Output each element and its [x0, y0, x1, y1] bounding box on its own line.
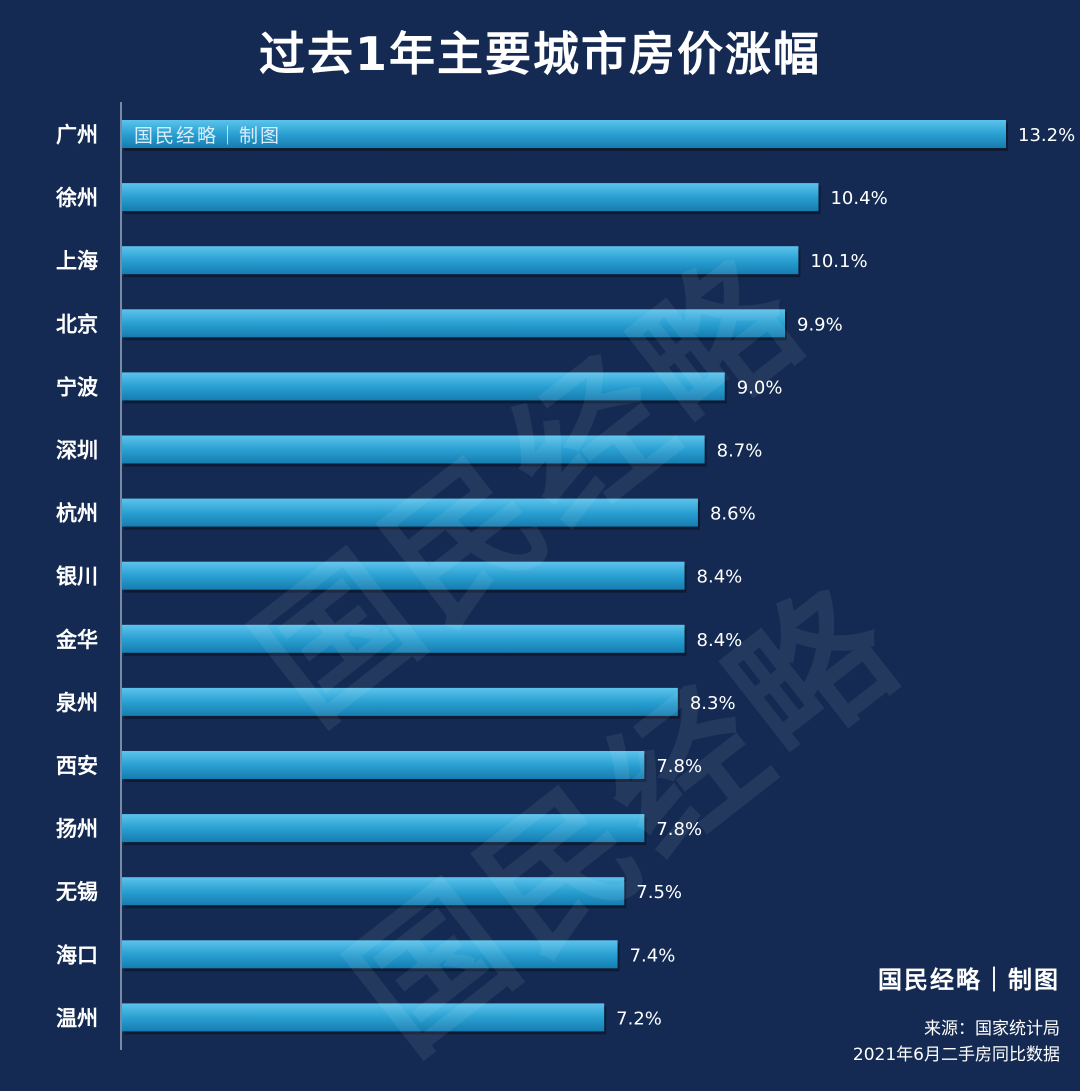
category-label: 扬州: [56, 817, 98, 841]
category-label: 金华: [55, 628, 98, 652]
category-label: 西安: [56, 754, 98, 778]
category-label: 银川: [56, 565, 98, 589]
bar: [122, 814, 645, 843]
bar: [122, 309, 785, 338]
value-label: 8.4%: [697, 630, 743, 651]
category-label: 宁波: [56, 375, 99, 399]
category-label: 泉州: [56, 691, 98, 715]
bar: [122, 183, 819, 212]
category-label: 深圳: [56, 439, 98, 463]
value-label: 9.0%: [737, 377, 783, 398]
source-line-2: 2021年6月二手房同比数据: [852, 1045, 1060, 1065]
category-label: 徐州: [55, 186, 98, 210]
category-label: 上海: [56, 249, 98, 273]
value-label: 8.7%: [717, 441, 763, 462]
bar: [122, 940, 618, 969]
source-note: 来源：国家统计局 2021年6月二手房同比数据: [853, 1016, 1060, 1068]
bar: [122, 877, 625, 906]
value-label: 9.9%: [797, 314, 843, 335]
value-label: 7.5%: [636, 882, 682, 903]
chart-title: 过去1年主要城市房价涨幅: [258, 27, 821, 81]
bar: [122, 372, 725, 401]
source-line-1: 来源：国家统计局: [924, 1019, 1060, 1039]
bar: [122, 120, 1006, 148]
value-label: 10.1%: [810, 251, 867, 272]
category-label: 温州: [56, 1006, 98, 1030]
bar: [122, 498, 698, 527]
brand-logo: 国民经略｜制图: [878, 965, 1060, 994]
value-label: 7.8%: [656, 819, 702, 840]
value-label: 8.4%: [697, 567, 743, 588]
category-label: 北京: [56, 312, 98, 336]
bar: [122, 246, 799, 275]
category-label: 无锡: [56, 880, 98, 904]
bar-stamp: 国民经略｜制图: [134, 125, 282, 147]
value-label: 7.4%: [630, 945, 676, 966]
value-label: 7.2%: [616, 1008, 662, 1029]
bar: [122, 435, 705, 464]
category-label: 海口: [56, 943, 98, 967]
value-label: 13.2%: [1018, 125, 1075, 146]
value-label: 7.8%: [656, 756, 702, 777]
value-label: 10.4%: [830, 188, 887, 209]
value-label: 8.6%: [710, 504, 756, 525]
value-label: 8.3%: [690, 693, 736, 714]
category-label: 广州: [56, 123, 98, 147]
bar: [122, 751, 645, 779]
category-label: 杭州: [56, 502, 98, 526]
bar: [122, 624, 685, 653]
bar: [122, 687, 678, 716]
bar: [122, 561, 685, 590]
bar: [122, 1003, 605, 1032]
